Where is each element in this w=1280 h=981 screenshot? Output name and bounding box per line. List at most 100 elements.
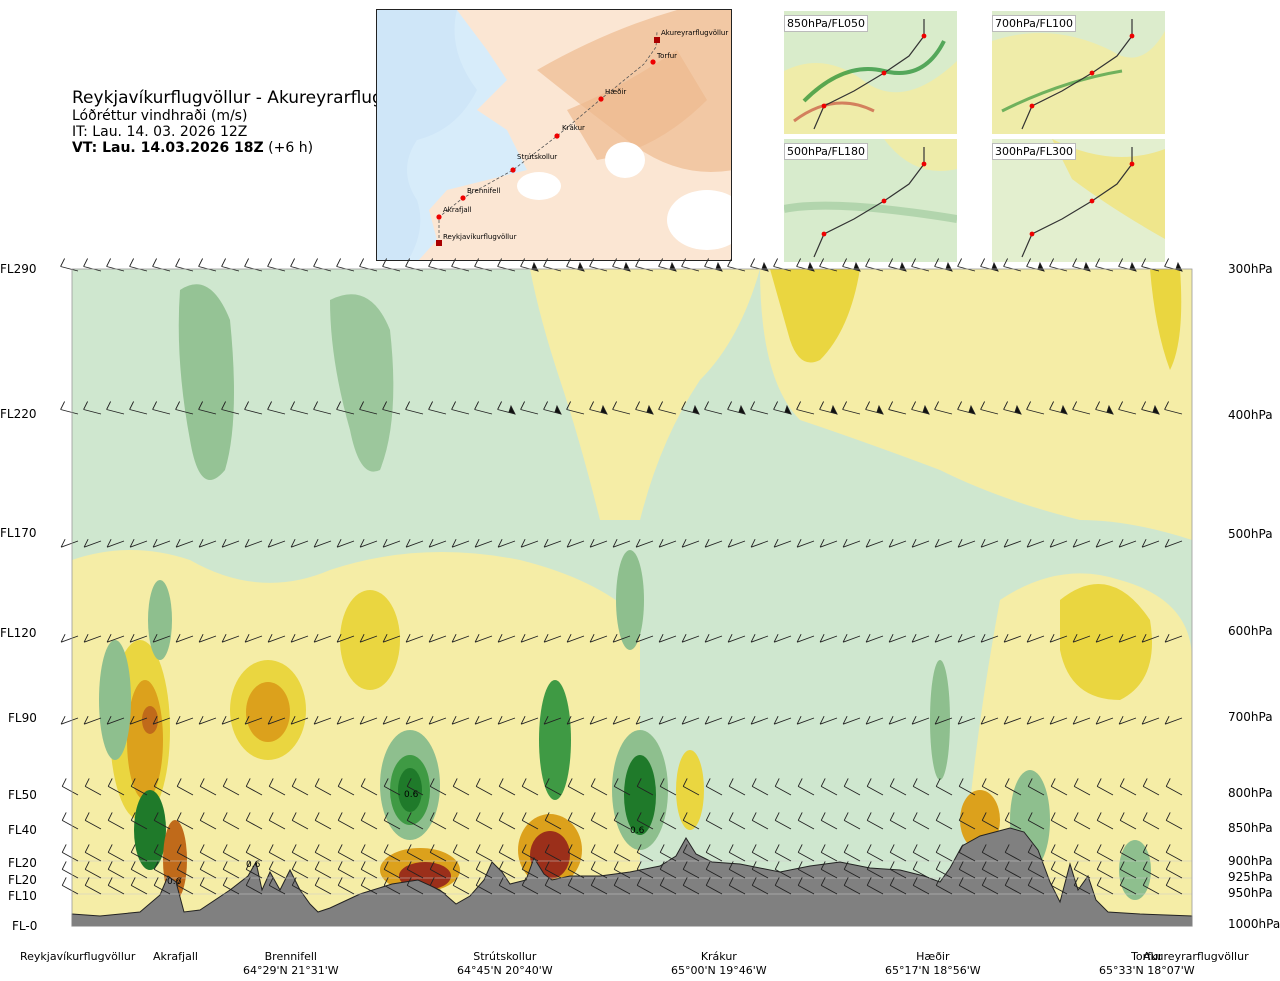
- wind-barb: [636, 844, 654, 862]
- wind-barb: [176, 877, 194, 895]
- wind-barb: [314, 861, 332, 879]
- wind-barb: [451, 715, 470, 725]
- wind-barb: [451, 401, 470, 415]
- location-name: Torfur: [1131, 950, 1163, 963]
- wind-barb: [682, 877, 700, 895]
- location-coord: 64°45'N 20°40'W: [457, 964, 553, 977]
- wind-barb: [382, 538, 401, 548]
- wind-barb: [1165, 778, 1183, 796]
- wind-barb: [176, 812, 194, 830]
- wind-barb: [61, 812, 79, 830]
- wind-barb: [682, 812, 700, 830]
- wind-barb: [865, 633, 884, 643]
- waypoint-marker-haedir: [598, 96, 604, 102]
- cell-down-1: [99, 640, 131, 760]
- wind-barb: [267, 715, 286, 725]
- wind-barb: [452, 812, 470, 830]
- wind-barb: [981, 812, 999, 830]
- wind-barb: [520, 401, 539, 415]
- wind-barb: [796, 715, 815, 725]
- wind-barb: [981, 877, 999, 895]
- wind-barb: [268, 778, 286, 796]
- wind-barb: [1003, 633, 1022, 643]
- wind-barb: [866, 844, 884, 862]
- wind-barb: [291, 877, 309, 895]
- wind-barb: [336, 633, 355, 643]
- wind-barb: [405, 401, 424, 415]
- wind-barb: [291, 778, 309, 796]
- map-label-brennifell: Brennifell: [467, 187, 500, 195]
- valid-time: VT: Lau. 14.03.2026 18Z (+6 h): [72, 140, 431, 157]
- wind-barb: [405, 715, 424, 725]
- location-brennifell: Brennifell 64°29'N 21°31'W: [243, 950, 339, 977]
- wind-barb: [1073, 877, 1091, 895]
- wind-barb: [1027, 861, 1045, 879]
- location-krakur: Krákur 65°00'N 19°46'W: [671, 950, 767, 977]
- wind-barb: [1165, 861, 1183, 879]
- wind-barb: [245, 844, 263, 862]
- wind-barb: [313, 633, 332, 643]
- wind-barb-flag: [1106, 404, 1114, 415]
- fl-label-20b: FL20: [8, 873, 37, 887]
- wind-barb: [497, 538, 516, 548]
- cell-up-3: [340, 590, 400, 690]
- location-coord: 64°29'N 21°31'W: [243, 964, 339, 977]
- sea-area: [377, 10, 477, 260]
- wind-barb: [1050, 877, 1068, 895]
- wind-barb: [727, 538, 746, 548]
- wind-barb-flag: [1060, 404, 1068, 415]
- wind-barb: [842, 633, 861, 643]
- wind-barb: [567, 812, 585, 830]
- hpa-label-800: 800hPa: [1228, 786, 1273, 800]
- wind-barb: [245, 778, 263, 796]
- wind-barb: [912, 877, 930, 895]
- location-strutskollur: Strútskollur 64°45'N 20°40'W: [457, 950, 553, 977]
- wind-barb: [336, 538, 355, 548]
- wind-barb: [590, 861, 608, 879]
- wind-barb: [1142, 861, 1160, 879]
- wind-barb: [83, 715, 102, 725]
- hpa-label-950: 950hPa: [1228, 886, 1273, 900]
- fl-label-290: FL290: [0, 262, 37, 276]
- wind-barb: [820, 812, 838, 830]
- wind-barb: [1004, 877, 1022, 895]
- wind-barb: [198, 538, 217, 548]
- wind-barb: [866, 877, 884, 895]
- wind-barb: [797, 812, 815, 830]
- wind-barb: [222, 861, 240, 879]
- location-akureyri: Akureyrarflugvöllur: [1143, 950, 1249, 963]
- waypoint-marker-akureyri: [654, 37, 660, 43]
- wind-barb: [313, 538, 332, 548]
- wind-barb: [543, 538, 562, 548]
- wind-barb: [957, 538, 976, 548]
- wind-barb: [314, 877, 332, 895]
- wind-barb: [1119, 861, 1137, 879]
- wind-barb: [911, 715, 930, 725]
- wind-barb: [750, 715, 769, 725]
- wind-barb: [1027, 844, 1045, 862]
- wind-barb: [567, 861, 585, 879]
- wind-barb: [842, 401, 861, 415]
- wind-barb: [543, 633, 562, 643]
- wind-barb: [796, 633, 815, 643]
- wind-barb: [1142, 778, 1160, 796]
- wind-barb: [153, 812, 171, 830]
- wind-barb: [1027, 877, 1045, 895]
- wind-barb: [1164, 633, 1183, 643]
- map-label-krakur: Krákur: [562, 124, 585, 132]
- wind-barb: [175, 715, 194, 725]
- wind-barb: [107, 844, 125, 862]
- wind-barb: [153, 844, 171, 862]
- cell-down-10: [1119, 840, 1151, 900]
- wind-barb: [267, 401, 286, 415]
- location-coord: 65°33'N 18°07'W: [1099, 964, 1195, 977]
- wind-barb: [612, 401, 631, 415]
- wind-barb: [1073, 812, 1091, 830]
- wind-barb: [175, 633, 194, 643]
- wind-barb: [383, 778, 401, 796]
- wind-barb: [774, 861, 792, 879]
- contour-label-3: 0.6: [246, 860, 261, 870]
- wind-barb: [843, 861, 861, 879]
- wind-barb: [773, 633, 792, 643]
